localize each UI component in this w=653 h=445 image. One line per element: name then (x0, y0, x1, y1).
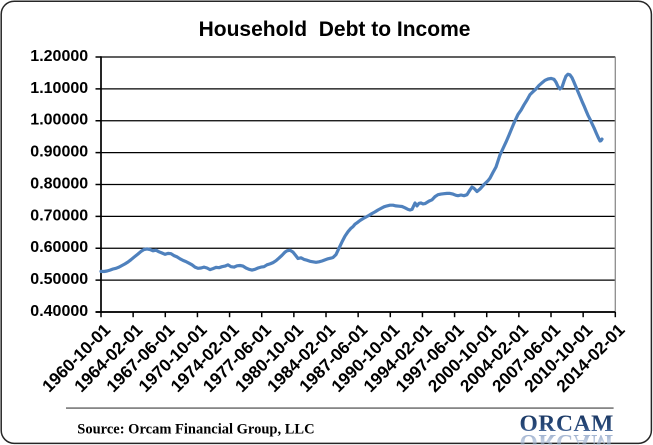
svg-text:0.60000: 0.60000 (30, 239, 88, 256)
svg-text:1.00000: 1.00000 (30, 112, 88, 129)
svg-text:ORCAM: ORCAM (520, 429, 614, 445)
svg-text:Household Debt to Income: Household Debt to Income (199, 18, 471, 41)
svg-text:0.40000: 0.40000 (30, 303, 88, 320)
svg-text:0.70000: 0.70000 (30, 207, 88, 224)
svg-text:1.20000: 1.20000 (30, 48, 88, 65)
svg-text:0.80000: 0.80000 (30, 175, 88, 192)
svg-text:0.50000: 0.50000 (30, 271, 88, 288)
svg-text:Source: Orcam Financial Group,: Source: Orcam Financial Group, LLC (77, 421, 314, 437)
svg-text:0.90000: 0.90000 (30, 144, 88, 161)
svg-text:1.10000: 1.10000 (30, 80, 88, 97)
svg-text:ORCAM: ORCAM (520, 411, 614, 437)
